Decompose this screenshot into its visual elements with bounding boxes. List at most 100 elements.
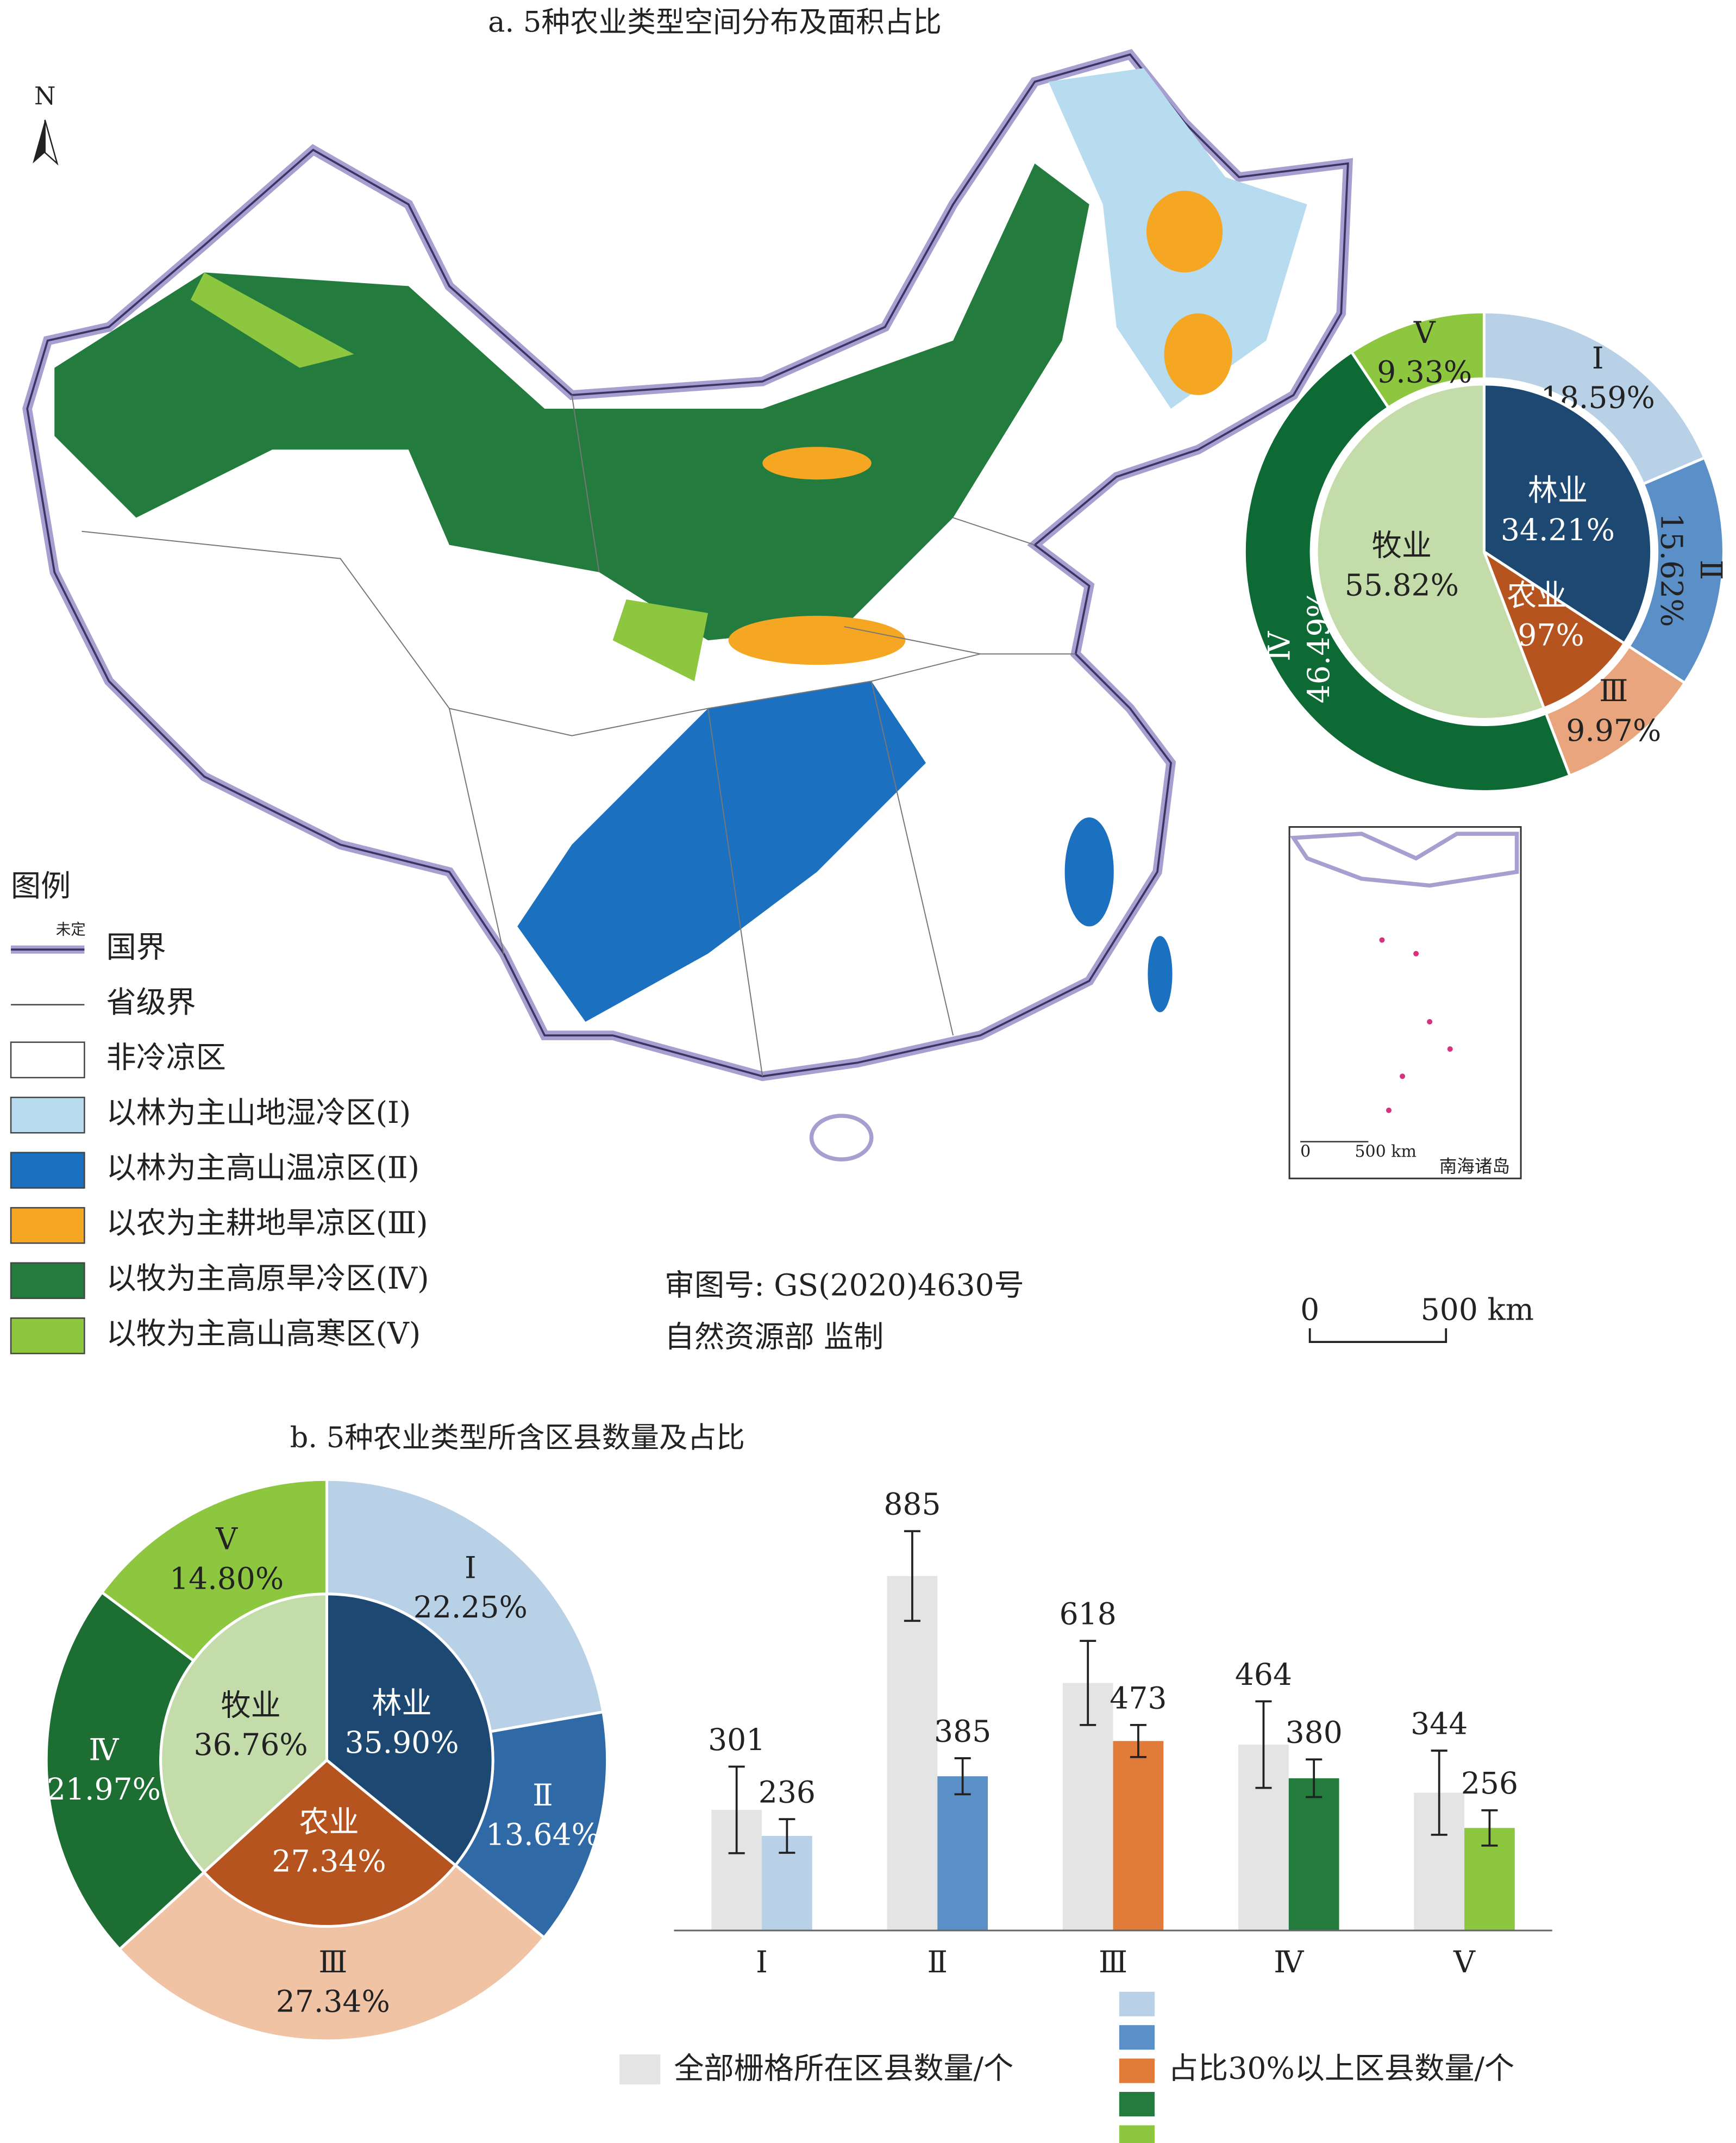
pie-slice — [1315, 383, 1546, 721]
legend-swatch — [10, 1262, 85, 1299]
legend-label: 全部栅格所在区县数量/个 — [674, 2052, 1013, 2086]
value-label: 385 — [934, 1714, 991, 1749]
island — [1386, 1107, 1392, 1113]
island — [1427, 1019, 1433, 1025]
region-v — [612, 599, 709, 682]
pie-slice — [1349, 310, 1486, 410]
slice-label: Ⅲ 27.34% — [276, 1945, 390, 2020]
value-label: 885 — [883, 1488, 941, 1522]
slice-label: Ⅰ 22.25% — [413, 1551, 528, 1625]
legend-swatch — [1119, 2025, 1155, 2050]
scale-bar — [1308, 1328, 1447, 1343]
value-label: 380 — [1286, 1716, 1343, 1751]
region-v — [190, 272, 354, 368]
slice-value: 34.21% — [1501, 513, 1615, 548]
slice-category: Ⅴ — [1413, 316, 1436, 351]
slice-category: Ⅱ — [1693, 560, 1728, 580]
inset-islands — [1379, 937, 1453, 1113]
x-tick-label: Ⅰ — [756, 1945, 768, 1980]
legend-swatch — [1119, 2058, 1155, 2083]
legend-swatch — [10, 1096, 85, 1134]
legend-label: 国界 — [106, 930, 166, 965]
legend-title: 图例 — [11, 869, 71, 904]
slice-value: 27.34% — [272, 1845, 386, 1879]
legend-label: 以牧为主高山高寒区(Ⅴ) — [106, 1316, 421, 1351]
slice-label: Ⅴ 14.80% — [170, 1522, 284, 1597]
pie-slice — [325, 1592, 494, 1867]
region-iii — [1164, 313, 1232, 395]
slice-category: Ⅲ — [1599, 674, 1628, 709]
slice-label: 农业9.97% — [1489, 579, 1584, 653]
slice-value: 14.80% — [170, 1561, 284, 1596]
inset-scale-label: 500 km — [1355, 1142, 1417, 1161]
slice-label: 牧业 36.76% — [194, 1688, 308, 1763]
slice-category: Ⅲ — [318, 1945, 347, 1980]
slice-category: Ⅳ — [1262, 631, 1297, 661]
legend-label: 非冷凉区 — [106, 1041, 225, 1076]
legend-swatch — [10, 1152, 85, 1189]
value-label: 236 — [759, 1775, 816, 1810]
slice-value: 55.82% — [1345, 568, 1459, 603]
island — [1379, 937, 1385, 943]
province-borders — [82, 395, 1076, 1077]
slice-value: 9.97% — [1566, 714, 1661, 748]
north-label: N — [34, 82, 55, 110]
region-iii — [762, 447, 872, 480]
island — [1413, 951, 1419, 957]
slice-label: 林业 34.21% — [1501, 473, 1615, 548]
region-iii — [1146, 190, 1223, 273]
slice-category: 林业 — [1528, 473, 1588, 508]
chart-title: b. 5种农业类型所含区县数量及占比 — [290, 1421, 745, 1454]
province-border — [82, 530, 1076, 736]
slice-category: Ⅰ — [1592, 341, 1604, 376]
north-arrow-left — [33, 120, 45, 164]
bar — [937, 1776, 988, 1930]
slice-category: Ⅰ — [465, 1551, 477, 1585]
slice-category: 农业 — [1507, 579, 1566, 614]
legend-label: 以农为主耕地旱凉区(Ⅲ) — [106, 1206, 428, 1241]
north-arrow-right — [44, 120, 59, 166]
slice-label: 牧业 55.82% — [1345, 529, 1459, 603]
pie-slice — [202, 1758, 457, 1928]
slice-value: 36.76% — [194, 1728, 308, 1763]
legend-label: 占比30%以上区县数量/个 — [1168, 2052, 1514, 2086]
scale-label: 500 km — [1421, 1292, 1534, 1327]
slice-label: Ⅱ 13.64% — [486, 1778, 600, 1853]
pie-slice — [159, 1592, 328, 1875]
province-border — [448, 395, 1035, 1077]
slice-category: 牧业 — [221, 1688, 280, 1723]
region-ii — [517, 681, 926, 1022]
value-label: 256 — [1461, 1766, 1518, 1801]
value-label: 301 — [708, 1723, 765, 1758]
value-label: 618 — [1060, 1597, 1117, 1632]
pie-slice — [1243, 350, 1572, 793]
legend-swatch — [10, 1041, 85, 1079]
slice-value: 35.90% — [344, 1726, 459, 1760]
value-label: 344 — [1411, 1707, 1468, 1741]
north-arrow — [33, 120, 59, 166]
bar — [887, 1576, 938, 1930]
island — [1447, 1046, 1453, 1052]
slice-value: 15.62% — [1654, 513, 1689, 627]
x-tick-label: Ⅲ — [1099, 1945, 1127, 1980]
region-ii — [1064, 817, 1114, 927]
slice-label: 林业 35.90% — [344, 1686, 459, 1760]
legend-swatch — [10, 1207, 85, 1244]
region-ii — [1148, 936, 1173, 1013]
slice-label: Ⅳ 46.49% — [1262, 589, 1337, 703]
slice-category: Ⅳ — [89, 1733, 119, 1767]
slice-value: 9.33% — [1377, 355, 1472, 390]
legend-swatch — [619, 2054, 661, 2085]
slice-label: Ⅳ 21.97% — [47, 1733, 161, 1807]
inset-scale-zero: 0 — [1300, 1142, 1311, 1161]
legend-swatch — [1119, 1991, 1155, 2016]
legend-note: 未定 — [56, 921, 86, 939]
slice-label: 农业 27.34% — [272, 1805, 386, 1879]
slice-value: 13.64% — [486, 1818, 600, 1853]
slice-label: Ⅲ 9.97% — [1566, 674, 1661, 748]
region-iii — [728, 616, 906, 665]
legend-label: 以牧为主高原旱冷区(Ⅳ) — [106, 1261, 429, 1296]
bar — [1288, 1778, 1339, 1930]
inset-coast — [1289, 832, 1519, 888]
